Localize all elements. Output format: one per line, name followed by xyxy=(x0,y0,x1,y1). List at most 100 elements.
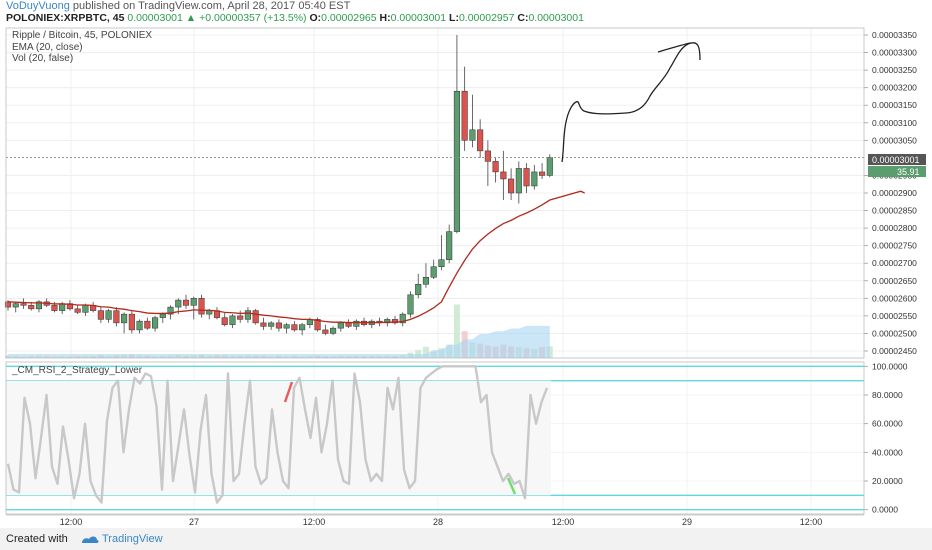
rsi-bands xyxy=(6,365,864,511)
candle-body xyxy=(51,305,58,311)
rsi-tick-label: 20.0000 xyxy=(872,476,903,486)
candle-body xyxy=(322,329,329,334)
candle-body xyxy=(453,90,460,232)
candle-body xyxy=(345,322,352,327)
candle-body xyxy=(399,313,406,324)
low-label: L: xyxy=(449,12,459,24)
candle-body xyxy=(74,308,81,313)
candle-body xyxy=(35,301,43,310)
tradingview-logo-icon xyxy=(82,536,99,543)
candle-body xyxy=(237,315,244,320)
created-with-text: Created with xyxy=(6,533,68,545)
volume-average-area xyxy=(5,325,550,358)
candle-body xyxy=(283,324,290,329)
rsi-tick-label: 80.0000 xyxy=(872,390,903,400)
price-tick-label: 0.00003150 xyxy=(872,100,917,110)
candle-body xyxy=(492,161,499,173)
candle-body xyxy=(299,324,306,331)
volume-badge: 35.91 xyxy=(868,166,926,177)
price-tick-label: 0.00002800 xyxy=(872,223,917,233)
ema-legend: EMA (20, close) xyxy=(12,42,83,53)
rsi-tick-label: 100.0000 xyxy=(872,361,908,371)
time-tick-label: 12:00 xyxy=(60,517,83,527)
author-name[interactable]: VoDuyVuong xyxy=(6,0,70,12)
price-tick-label: 0.00003200 xyxy=(872,83,917,93)
price-badge: 0.00003001 xyxy=(868,154,926,165)
symbol-label: POLONIEX:XRPBTC, 45 xyxy=(6,12,125,24)
price-tick-label: 0.00003050 xyxy=(872,135,917,145)
rsi-pane-frame xyxy=(5,361,865,515)
candle-body xyxy=(438,259,445,267)
candle-body xyxy=(97,310,104,320)
tradingview-brand-link[interactable]: TradingView xyxy=(102,533,163,545)
candle-body xyxy=(500,171,507,180)
published-text: published on TradingView.com, April 28, … xyxy=(72,0,351,12)
candle-body xyxy=(291,324,298,331)
open-label: O: xyxy=(309,12,322,24)
candle-body xyxy=(275,322,282,329)
candle-body xyxy=(252,310,259,324)
candle-body xyxy=(337,322,344,329)
candle-body xyxy=(330,327,337,334)
rsi-oversold-segment xyxy=(506,477,517,495)
open-value: 0.00002965 xyxy=(321,12,377,24)
candle-body xyxy=(461,90,468,141)
volume-bar xyxy=(422,346,429,358)
price-tick-label: 0.00002650 xyxy=(872,276,917,286)
candle-body xyxy=(523,168,530,187)
time-tick-label: 27 xyxy=(189,517,199,527)
candle-body xyxy=(260,322,267,327)
candle-body xyxy=(121,313,128,324)
candle-body xyxy=(198,298,205,315)
main-grid xyxy=(6,28,864,358)
price-tick-label: 0.00002850 xyxy=(872,206,917,216)
price-change: +0.00000357 (+13.5%) xyxy=(199,12,307,24)
price-badge-text: 0.00003001 xyxy=(872,155,920,165)
candle-body xyxy=(113,310,120,324)
candle-body xyxy=(182,299,190,306)
candle-body xyxy=(244,310,251,320)
candle-body xyxy=(82,305,89,313)
time-tick-label: 28 xyxy=(433,517,443,527)
candle-body xyxy=(152,317,159,329)
price-tick-label: 0.00002900 xyxy=(872,188,917,198)
candle-body xyxy=(206,310,213,315)
high-value: 0.00003001 xyxy=(390,12,447,24)
candle-body xyxy=(268,322,275,327)
candle-body xyxy=(546,157,553,176)
time-tick-label: 12:00 xyxy=(800,517,823,527)
high-label: H: xyxy=(379,12,391,24)
hand-drawn-projection-top xyxy=(657,42,691,53)
price-tick-label: 0.00002450 xyxy=(872,346,917,356)
candle-body xyxy=(539,171,546,176)
candle-body xyxy=(469,129,476,141)
candle-body xyxy=(190,298,197,306)
rsi-legend: _CM_RSI_2_Strategy_Lower xyxy=(12,365,143,376)
price-tick-label: 0.00002700 xyxy=(872,258,917,268)
last-price: 0.00003001 xyxy=(127,12,183,24)
price-tick-label: 0.00002600 xyxy=(872,293,917,303)
rsi-overbought-segment xyxy=(283,381,294,403)
candle-body xyxy=(159,313,166,318)
candle-body xyxy=(446,231,453,260)
price-chart[interactable]: 0.00003350 0.00003300 0.00003250 0.00003200… xyxy=(0,0,932,528)
price-tick-label: 0.00002550 xyxy=(872,311,917,321)
rsi-tick-label: 60.0000 xyxy=(872,419,903,429)
price-tick-label: 0.00003100 xyxy=(872,118,917,128)
ohlc-header: POLONIEX:XRPBTC, 45 0.00003001 ▲ +0.0000… xyxy=(6,12,584,24)
footer: Created with TradingView xyxy=(0,528,932,550)
vol-legend: Vol (20, false) xyxy=(12,53,74,64)
low-value: 0.00002957 xyxy=(458,12,515,24)
rsi-tick-label: 40.0000 xyxy=(872,447,903,457)
price-tick-label: 0.00003350 xyxy=(872,30,917,40)
time-tick-label: 29 xyxy=(682,517,692,527)
candle-body xyxy=(391,319,399,324)
candle-body xyxy=(105,310,112,320)
candle-body xyxy=(175,299,182,308)
time-tick-label: 12:00 xyxy=(303,517,326,527)
candle-body xyxy=(167,306,174,315)
volume-bar xyxy=(453,304,460,358)
chart-title: Ripple / Bitcoin, 45, POLONIEX xyxy=(12,30,153,41)
candle-body xyxy=(407,294,414,315)
ema-line xyxy=(7,190,585,324)
